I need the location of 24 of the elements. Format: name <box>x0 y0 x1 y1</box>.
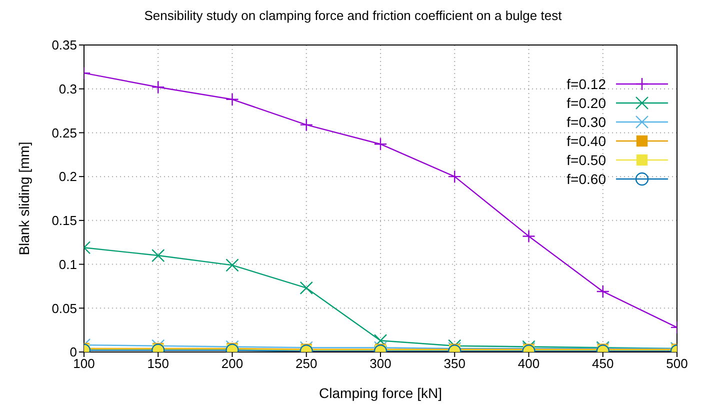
y-axis-title: Blank sliding [mm] <box>16 142 32 256</box>
legend-label: f=0.12 <box>566 76 606 92</box>
y-tick-label: 0.05 <box>52 300 77 316</box>
y-tick-label: 0.15 <box>52 213 77 228</box>
legend-label: f=0.60 <box>566 170 606 186</box>
legend-label: f=0.50 <box>566 152 606 168</box>
x-tick-label: 450 <box>592 356 614 372</box>
x-tick-label: 200 <box>221 356 244 372</box>
x-tick-label: 400 <box>518 356 540 372</box>
y-tick-label: 0.3 <box>58 81 77 96</box>
y-tick-label: 0.35 <box>52 38 77 53</box>
x-tick-label: 350 <box>444 356 466 372</box>
chart-title: Sensibility study on clamping force and friction coefficient on a bulge test <box>143 8 563 25</box>
x-tick-label: 500 <box>666 356 688 372</box>
x-tick-label: 150 <box>147 356 169 372</box>
legend-label: f=0.30 <box>566 114 606 130</box>
y-tick-label: 0.25 <box>52 125 77 140</box>
y-tick-label: 0.1 <box>58 256 77 272</box>
x-axis-title: Clamping force [kN] <box>319 385 442 401</box>
legend-label: f=0.20 <box>566 94 606 110</box>
y-tick-label: 0.2 <box>58 169 77 184</box>
legend-label: f=0.40 <box>566 132 606 148</box>
x-tick-label: 300 <box>370 356 392 372</box>
x-tick-label: 250 <box>296 356 318 372</box>
